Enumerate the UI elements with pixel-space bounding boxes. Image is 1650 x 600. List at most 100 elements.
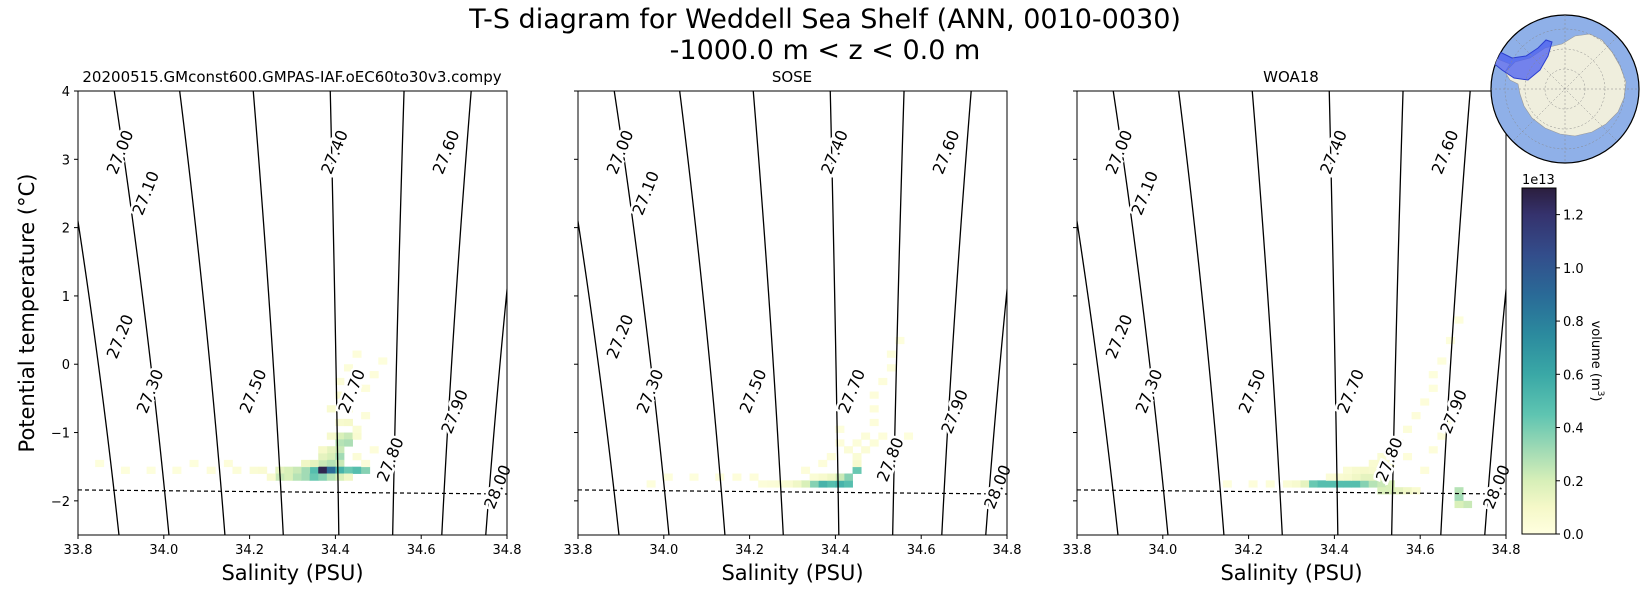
heatmap-cell	[1420, 466, 1430, 474]
density-contour-line	[941, 91, 972, 535]
density-contour-line	[1008, 91, 1075, 535]
heatmap-cell	[1368, 459, 1378, 468]
heatmap-cell	[886, 350, 896, 358]
contour-label: 27.40	[1316, 127, 1351, 177]
heatmap-cell	[1360, 466, 1370, 474]
contour-label: 28.00	[980, 462, 1015, 512]
freezing-line	[1076, 489, 1507, 495]
colorbar-ticks: 0.0 0.2 0.4 0.6 0.8 1.0 1.2	[1556, 209, 1584, 543]
heatmap-cell	[809, 480, 819, 488]
heatmap-cell	[335, 391, 345, 399]
contour-label: 27.20	[1102, 312, 1137, 362]
heatmap-cell	[206, 466, 216, 474]
colorbar-multiplier: 1e13	[1522, 173, 1555, 188]
heatmap-cell	[878, 377, 888, 386]
figure-title-line1: T-S diagram for Weddell Sea Shelf (ANN, …	[468, 4, 1181, 35]
heatmap-cell	[818, 459, 828, 468]
density-contour-line	[179, 91, 226, 535]
heatmap-cell	[335, 418, 345, 427]
y-tick-label: 1	[62, 290, 70, 305]
x-tick-label: 33.8	[1063, 543, 1092, 558]
x-tick-label: 34.6	[407, 543, 436, 558]
x-tick-label: 34.4	[321, 543, 350, 558]
x-ticks: 33.8 34.0 34.2 34.4 34.6 34.8	[64, 535, 521, 558]
heatmap-cell	[1394, 487, 1404, 495]
heatmap-cell	[835, 425, 845, 433]
heatmap-cell	[878, 432, 888, 440]
heatmap-cell	[1403, 453, 1413, 461]
heatmap-cell	[318, 459, 328, 468]
heatmap-cell	[809, 473, 819, 481]
heatmap-cell	[1445, 418, 1455, 427]
heatmap-cell	[343, 364, 353, 372]
x-tick-label: 34.0	[1148, 543, 1177, 558]
heatmap-cell	[1454, 487, 1464, 495]
density-contour-line	[441, 91, 472, 535]
heatmap-cell	[326, 432, 336, 440]
density-contour-line	[985, 283, 1007, 535]
density-contour-line	[1178, 91, 1225, 535]
y-tick-label: −1	[51, 427, 70, 442]
contour-label: 27.10	[128, 168, 163, 218]
heatmap-cell	[361, 459, 371, 468]
heatmap-cell	[1420, 398, 1430, 406]
colorbar-label-close: )	[1588, 396, 1603, 401]
heatmap-cell	[343, 405, 353, 413]
heatmap-cell	[1300, 480, 1310, 488]
heatmap-cell	[886, 364, 896, 372]
x-tick-label: 34.6	[907, 543, 936, 558]
density-contour-line	[509, 91, 576, 535]
heatmap-cell	[1222, 480, 1232, 488]
colorbar-label-sup: 3	[1595, 391, 1605, 397]
heatmap-cell	[783, 480, 793, 488]
heatmap-cell	[146, 466, 156, 474]
colorbar-tick-label: 0.6	[1563, 368, 1584, 383]
heatmap-cell	[1351, 466, 1361, 474]
heatmap-cell	[1325, 473, 1335, 481]
heatmap-cell	[1265, 480, 1275, 488]
heatmap-cell	[1385, 487, 1395, 495]
y-tick-label: 2	[62, 222, 70, 237]
contour-label: 27.30	[1132, 366, 1167, 416]
contour-label: 27.00	[603, 127, 638, 177]
heatmap-cell	[843, 446, 853, 454]
axes-frame	[577, 90, 1008, 536]
heatmap-cell	[1282, 480, 1292, 488]
y-tick-label: −2	[51, 495, 70, 510]
density-contour-line	[1112, 91, 1169, 535]
heatmap-cell	[326, 459, 336, 468]
x-tick-label: 34.2	[1234, 543, 1263, 558]
heatmap-cell	[343, 439, 353, 447]
contour-label: 28.00	[480, 462, 515, 512]
contour-label: 27.70	[834, 366, 869, 416]
density-contour-line	[1077, 216, 1119, 535]
heatmap-cell	[801, 480, 811, 488]
contour-label: 27.50	[1235, 366, 1270, 416]
heatmap-cell	[172, 466, 182, 474]
contour-label: 27.40	[317, 127, 352, 177]
y-tick-label: 3	[62, 153, 70, 168]
heatmap-cell	[1317, 480, 1327, 488]
colorbar-tick-label: 1.2	[1563, 209, 1584, 224]
contour-label: 27.50	[236, 366, 271, 416]
colorbar-tick-label: 0.0	[1563, 528, 1584, 543]
heatmap-cell	[120, 466, 130, 474]
freezing-line	[77, 489, 508, 495]
heatmap-cell	[1403, 425, 1413, 433]
heatmap-cell	[1342, 480, 1352, 488]
contour-label: 27.90	[1436, 387, 1471, 437]
contour-label: 27.80	[373, 435, 408, 485]
density-contours	[1008, 91, 1506, 535]
heatmap-cell	[1377, 473, 1387, 481]
density-contour-line	[113, 91, 170, 535]
x-tick-label: 34.0	[149, 543, 178, 558]
freezing-line	[577, 489, 1008, 495]
heatmap-cell	[1342, 466, 1352, 474]
heatmap-cell	[258, 466, 268, 474]
density-contour-line	[1391, 91, 1404, 535]
y-ticks	[574, 90, 578, 502]
heatmap-cell	[689, 473, 699, 481]
heatmap-cell	[335, 466, 345, 474]
